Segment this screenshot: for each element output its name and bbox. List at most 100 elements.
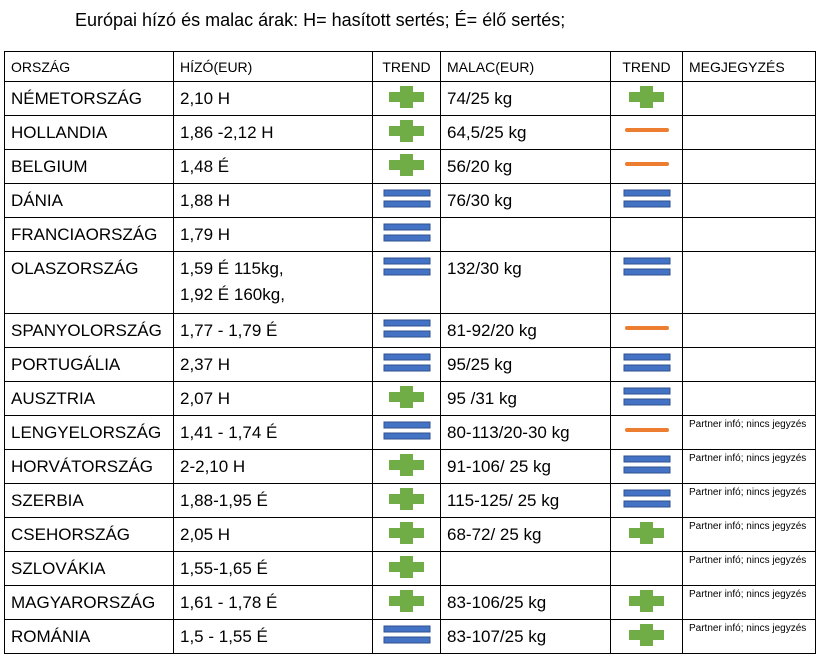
hizo-cell: 1,5 - 1,55 É bbox=[173, 619, 373, 654]
column-header: TREND bbox=[372, 51, 441, 82]
hizo-cell: 1,79 H bbox=[173, 217, 373, 252]
note-cell: Partner infó; nincs jegyzés bbox=[682, 585, 816, 620]
trend-icon-plus bbox=[388, 386, 424, 408]
table-row: OLASZORSZÁG 1,59 É 115kg, 1,92 É 160kg, 13… bbox=[4, 251, 816, 314]
trend-cell bbox=[610, 517, 683, 552]
table-row: NÉMETORSZÁG 2,10 H 74/25 kg bbox=[4, 81, 816, 116]
table-row: SZERBIA 1,88-1,95 É 115-125/ 25 kg Partner … bbox=[4, 483, 816, 518]
trend-cell bbox=[610, 217, 683, 252]
country-cell: BELGIUM bbox=[4, 149, 174, 184]
country: HORVÁTORSZÁG bbox=[11, 457, 154, 476]
malac-cell: 115-125/ 25 kg bbox=[440, 483, 611, 518]
trend-cell bbox=[372, 585, 441, 620]
trend-icon-plus bbox=[388, 120, 424, 142]
hizo: 2-2,10 H bbox=[180, 457, 246, 476]
hizo-cell: 1,59 É 115kg, 1,92 É 160kg, bbox=[173, 251, 373, 314]
trend-icon-plus bbox=[628, 590, 664, 612]
country-cell: SPANYOLORSZÁG bbox=[4, 313, 174, 348]
table-row: FRANCIAORSZÁG 1,79 H bbox=[4, 217, 816, 252]
malac: 81-92/20 kg bbox=[447, 321, 537, 340]
trend-cell bbox=[372, 619, 441, 654]
column-header: ORSZÁG bbox=[4, 51, 174, 82]
country: ROMÁNIA bbox=[11, 627, 91, 646]
hizo: 1,86 -2,12 H bbox=[180, 123, 274, 142]
trend-icon-plus bbox=[388, 488, 424, 510]
trend-icon-plus bbox=[388, 522, 424, 544]
hizo-cell: 1,86 -2,12 H bbox=[173, 115, 373, 150]
trend-icon-minus bbox=[624, 162, 669, 166]
trend-cell bbox=[610, 483, 683, 518]
malac: 95/25 kg bbox=[447, 355, 513, 374]
malac: 95 /31 kg bbox=[447, 389, 517, 408]
note-cell: Partner infó; nincs jegyzés bbox=[682, 619, 816, 654]
note-cell bbox=[682, 347, 816, 382]
column-header: MEGJEGYZÉS bbox=[682, 51, 816, 82]
country-cell: ROMÁNIA bbox=[4, 619, 174, 654]
trend-icon-plus bbox=[388, 86, 424, 108]
country-cell: OLASZORSZÁG bbox=[4, 251, 174, 314]
hizo-cell: 2,07 H bbox=[173, 381, 373, 416]
trend-cell bbox=[372, 217, 441, 252]
column-header: HÍZÓ(EUR) bbox=[173, 51, 373, 82]
trend-icon-equals bbox=[383, 189, 430, 208]
malac: 76/30 kg bbox=[447, 191, 513, 210]
trend-cell bbox=[372, 483, 441, 518]
table-row: SPANYOLORSZÁG 1,77 - 1,79 É 81-92/20 kg bbox=[4, 313, 816, 348]
note-cell bbox=[682, 313, 816, 348]
malac: 80-113/20-30 kg bbox=[447, 423, 570, 442]
country: FRANCIAORSZÁG bbox=[11, 225, 158, 244]
trend-icon-equals bbox=[623, 387, 670, 406]
malac-cell: 74/25 kg bbox=[440, 81, 611, 116]
country: PORTUGÁLIA bbox=[11, 355, 121, 374]
country: OLASZORSZÁG bbox=[11, 259, 139, 278]
hizo: 1,88-1,95 É bbox=[180, 491, 268, 510]
note: Partner infó; nincs jegyzés bbox=[689, 521, 807, 532]
country-cell: HOLLANDIA bbox=[4, 115, 174, 150]
table-row: HORVÁTORSZÁG 2-2,10 H 91-106/ 25 kg Partner… bbox=[4, 449, 816, 484]
note-cell bbox=[682, 81, 816, 116]
hizo: 2,37 H bbox=[180, 355, 231, 374]
table-row: AUSZTRIA 2,07 H 95 /31 kg bbox=[4, 381, 816, 416]
hizo: 1,5 - 1,55 É bbox=[180, 627, 268, 646]
table-row: DÁNIA 1,88 H 76/30 kg bbox=[4, 183, 816, 218]
note: Partner infó; nincs jegyzés bbox=[689, 589, 807, 600]
hizo: 2,05 H bbox=[180, 525, 231, 544]
trend-cell bbox=[372, 551, 441, 586]
malac-cell: 81-92/20 kg bbox=[440, 313, 611, 348]
hizo: 2,07 H bbox=[180, 389, 231, 408]
note-cell bbox=[682, 183, 816, 218]
trend-icon-minus bbox=[624, 428, 669, 432]
malac-cell bbox=[440, 551, 611, 586]
trend-cell bbox=[610, 347, 683, 382]
table-row: ROMÁNIA 1,5 - 1,55 É 83-107/25 kg Partner i… bbox=[4, 619, 816, 654]
hizo: 1,59 É 115kg, 1,92 É 160kg, bbox=[180, 259, 285, 304]
country: DÁNIA bbox=[11, 191, 63, 210]
table-row: HOLLANDIA 1,86 -2,12 H 64,5/25 kg bbox=[4, 115, 816, 150]
header-row: ORSZÁG HÍZÓ(EUR) TREND MALAC(EUR) TREND MEGJE… bbox=[4, 51, 816, 82]
hizo-cell: 1,48 É bbox=[173, 149, 373, 184]
trend-icon-equals bbox=[383, 223, 430, 242]
note-cell bbox=[682, 251, 816, 314]
trend-cell bbox=[610, 551, 683, 586]
country: CSEHORSZÁG bbox=[11, 525, 131, 544]
trend-icon-equals bbox=[623, 257, 670, 276]
malac-cell: 83-106/25 kg bbox=[440, 585, 611, 620]
trend-icon-plus bbox=[388, 454, 424, 476]
hizo-cell: 2-2,10 H bbox=[173, 449, 373, 484]
malac-cell bbox=[440, 217, 611, 252]
country: AUSZTRIA bbox=[11, 389, 96, 408]
malac-cell: 56/20 kg bbox=[440, 149, 611, 184]
trend-icon-equals bbox=[623, 455, 670, 474]
trend-cell bbox=[610, 81, 683, 116]
trend-cell bbox=[372, 347, 441, 382]
malac-cell: 68-72/ 25 kg bbox=[440, 517, 611, 552]
hizo-cell: 2,37 H bbox=[173, 347, 373, 382]
country: NÉMETORSZÁG bbox=[11, 89, 142, 108]
trend-cell bbox=[372, 149, 441, 184]
country-cell: HORVÁTORSZÁG bbox=[4, 449, 174, 484]
price-table: ORSZÁG HÍZÓ(EUR) TREND MALAC(EUR) TREND MEGJE… bbox=[4, 51, 816, 654]
country-cell: SZLOVÁKIA bbox=[4, 551, 174, 586]
hizo-cell: 2,05 H bbox=[173, 517, 373, 552]
malac-cell: 95/25 kg bbox=[440, 347, 611, 382]
country-cell: CSEHORSZÁG bbox=[4, 517, 174, 552]
